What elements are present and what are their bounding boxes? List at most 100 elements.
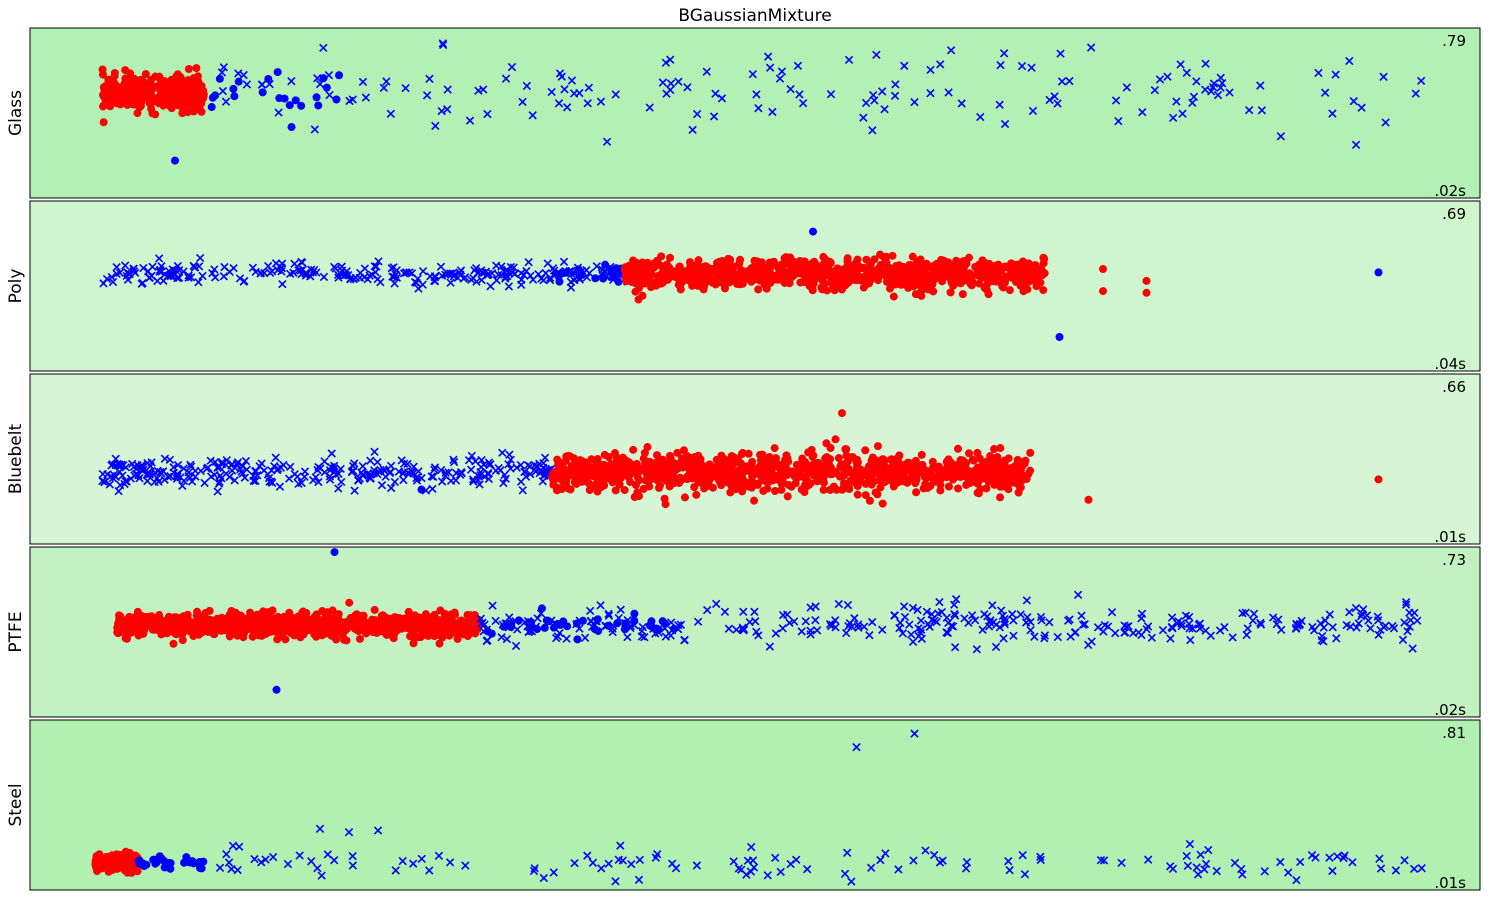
- dot-point: [914, 280, 923, 289]
- cross-point: [275, 262, 284, 271]
- dot-point: [370, 605, 379, 614]
- outlier-point: [315, 824, 325, 833]
- dot-point: [136, 99, 145, 108]
- dot-point: [562, 476, 571, 485]
- cross-point: [1117, 858, 1126, 867]
- cross-point: [505, 613, 514, 622]
- cross-point: [785, 618, 794, 628]
- cross-point: [516, 269, 526, 278]
- cross-point: [230, 476, 239, 485]
- cross-point: [881, 849, 890, 858]
- dot-point: [617, 463, 626, 472]
- cross-point: [662, 267, 672, 276]
- cross-point: [1057, 77, 1067, 86]
- dot-point: [1004, 454, 1013, 463]
- cross-point: [921, 846, 930, 855]
- cross-point: [898, 629, 907, 638]
- dot-point: [288, 616, 297, 625]
- dot-point: [197, 107, 206, 116]
- dot-point: [917, 287, 926, 296]
- cross-point: [274, 108, 283, 117]
- cross-point: [765, 63, 775, 72]
- cross-point: [1111, 628, 1120, 638]
- cross-point: [160, 454, 170, 463]
- outlier-point: [1099, 287, 1107, 296]
- cross-point: [441, 468, 450, 477]
- dot-point: [175, 73, 184, 82]
- cross-point: [184, 472, 193, 481]
- dot-point: [937, 255, 946, 264]
- dot-point: [792, 460, 801, 469]
- dot-point: [230, 92, 239, 101]
- cross-point: [427, 472, 436, 481]
- cross-point: [976, 112, 985, 122]
- cross-point: [524, 257, 533, 267]
- cross-point: [801, 617, 810, 626]
- cross-point: [361, 93, 371, 102]
- dot-point: [197, 99, 206, 108]
- dot-point: [735, 259, 744, 268]
- cross-point: [1225, 88, 1234, 97]
- dot-point: [326, 615, 335, 624]
- dot-point: [996, 444, 1005, 453]
- cross-point: [115, 268, 125, 278]
- cross-point: [1212, 866, 1221, 876]
- cross-point: [978, 625, 987, 634]
- cross-point: [502, 634, 512, 644]
- cross-point: [1185, 839, 1195, 849]
- cross-point: [1376, 864, 1386, 873]
- cross-point: [658, 78, 668, 87]
- dot-point: [958, 257, 967, 266]
- dot-point: [785, 274, 794, 283]
- dot-point: [957, 469, 966, 478]
- cross-point: [539, 458, 548, 468]
- cross-point: [256, 268, 266, 278]
- dot-point: [441, 628, 450, 637]
- dot-point: [450, 610, 459, 619]
- dot-point: [765, 456, 774, 465]
- dot-point: [145, 80, 154, 89]
- cross-point: [913, 605, 922, 615]
- cross-point: [403, 459, 412, 469]
- cross-point: [717, 94, 727, 103]
- dot-point: [784, 457, 793, 466]
- outlier-point: [228, 841, 238, 850]
- dot-point: [275, 94, 284, 103]
- dot-point: [371, 623, 380, 632]
- cross-point: [1206, 87, 1216, 96]
- cross-point: [401, 83, 410, 93]
- dot-point: [180, 86, 189, 95]
- cross-point: [1040, 634, 1049, 643]
- cross-point: [428, 484, 437, 494]
- dot-point: [123, 88, 132, 97]
- dot-point: [569, 471, 578, 480]
- dot-point: [182, 624, 191, 633]
- cross-point: [240, 473, 250, 482]
- cross-point: [129, 462, 139, 472]
- cross-point: [265, 79, 274, 89]
- outlier-point: [1374, 268, 1383, 277]
- cross-point: [107, 272, 116, 282]
- cross-point: [572, 620, 581, 629]
- dot-point: [402, 617, 411, 626]
- cross-point: [215, 863, 225, 872]
- cross-point: [517, 280, 526, 289]
- cross-point: [1381, 118, 1390, 127]
- cross-point: [461, 861, 470, 870]
- cross-point: [1402, 597, 1411, 607]
- cross-point: [1040, 631, 1050, 640]
- cross-point: [1023, 613, 1032, 622]
- cross-point: [324, 70, 334, 80]
- cross-point: [703, 605, 712, 615]
- cross-point: [795, 90, 804, 99]
- dot-point: [657, 279, 666, 288]
- cross-point: [300, 472, 309, 481]
- cross-point: [834, 599, 844, 609]
- cross-point: [746, 867, 756, 876]
- dot-point: [234, 77, 243, 86]
- cross-point: [194, 278, 203, 287]
- dot-point: [832, 265, 841, 274]
- cross-point: [1340, 851, 1349, 860]
- dot-point: [1026, 466, 1035, 475]
